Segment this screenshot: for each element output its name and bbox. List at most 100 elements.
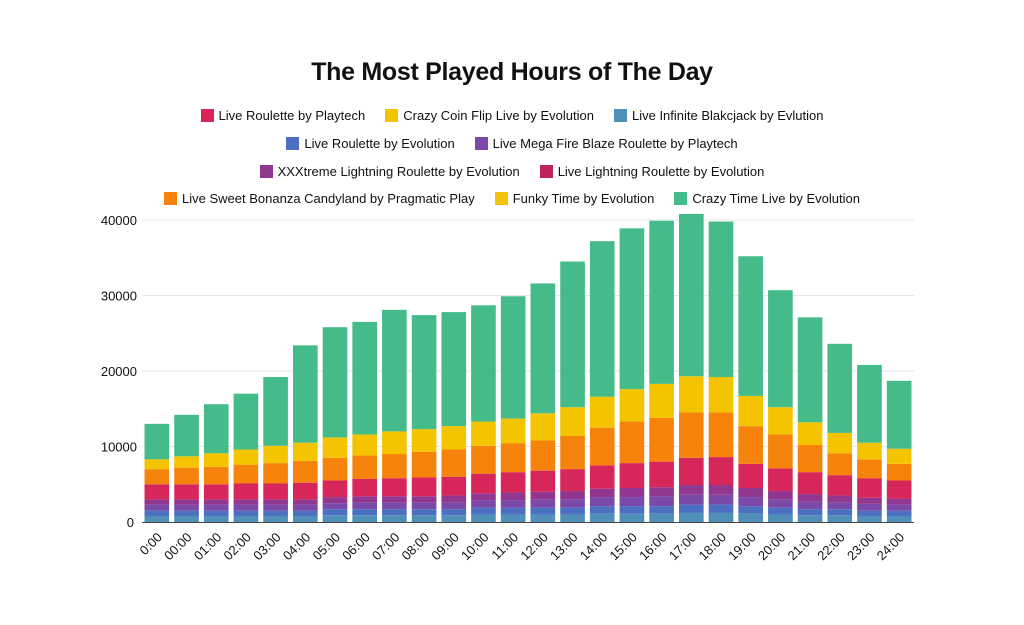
- bar-segment: [203, 466, 229, 485]
- bar-segment: [797, 317, 823, 423]
- x-tick-label: 09:00: [428, 530, 462, 564]
- bar-segment: [649, 461, 674, 488]
- legend-row-3: XXXtreme Lightning Roulette by Evolution…: [0, 164, 1024, 179]
- bar-segment: [144, 469, 170, 485]
- bar-segment: [471, 445, 496, 474]
- bar-segment: [530, 440, 556, 471]
- bar-segment: [292, 510, 318, 516]
- bar-segment: [619, 488, 645, 498]
- bar-segment: [500, 514, 526, 522]
- bar-segment: [530, 514, 556, 522]
- bar-segment: [649, 487, 674, 497]
- legend-label: Live Mega Fire Blaze Roulette by Playtec…: [492, 136, 738, 151]
- legend-label: Crazy Time Live by Evolution: [692, 191, 860, 206]
- bar-segment: [768, 491, 793, 500]
- legend-swatch: [539, 165, 553, 178]
- bar-segment: [203, 510, 229, 516]
- x-tick-label: 06:00: [339, 530, 373, 564]
- bar-segment: [768, 468, 793, 492]
- bar-segment: [441, 312, 467, 427]
- bar-segment: [857, 364, 882, 443]
- bar-segment: [471, 305, 496, 422]
- legend-item: Live Mega Fire Blaze Roulette by Playtec…: [474, 136, 738, 151]
- x-tick-label: 14:00: [577, 530, 611, 564]
- bar-segment: [500, 418, 526, 444]
- bar-segment: [768, 290, 793, 408]
- legend-label: XXXtreme Lightning Roulette by Evolution: [277, 164, 520, 179]
- x-tick-label: 23:00: [844, 530, 878, 564]
- x-tick-label: 03:00: [250, 530, 284, 564]
- bar-segment: [292, 504, 318, 511]
- bar-segment: [352, 509, 378, 516]
- bar-segment: [797, 444, 823, 473]
- bar-segment: [352, 478, 378, 497]
- bar-segment: [708, 377, 734, 413]
- bar-segment: [560, 507, 585, 515]
- bar-segment: [708, 457, 734, 486]
- bar-segment: [233, 449, 259, 465]
- bar-segment: [678, 504, 704, 513]
- y-tick-label: 10000: [101, 440, 137, 455]
- bar-segment: [411, 496, 437, 503]
- bar-segment: [827, 343, 853, 433]
- bar-segment: [263, 483, 288, 500]
- bar-segment: [589, 465, 615, 489]
- bar-segment: [174, 504, 199, 511]
- bar-segment: [411, 477, 437, 497]
- bar-segment: [649, 417, 674, 462]
- bar-segment: [322, 480, 348, 498]
- bar-segment: [886, 504, 912, 511]
- legend-swatch: [200, 109, 214, 122]
- legend-item: Crazy Coin Flip Live by Evolution: [385, 108, 594, 123]
- legend-label: Live Lightning Roulette by Evolution: [557, 164, 765, 179]
- bar-segment: [797, 501, 823, 510]
- bar-segment: [144, 515, 170, 522]
- bar-segment: [827, 495, 853, 503]
- bar-segment: [768, 499, 793, 508]
- bar-segment: [678, 494, 704, 505]
- y-tick-label: 20000: [101, 364, 137, 379]
- bar-segment: [530, 507, 556, 515]
- bar-segment: [233, 464, 259, 484]
- bar-segment: [857, 515, 882, 522]
- x-tick-label: 04:00: [280, 530, 314, 564]
- x-tick-label: 16:00: [636, 530, 670, 564]
- bar-segment: [708, 494, 734, 505]
- bar-segment: [203, 453, 229, 467]
- legend-swatch: [164, 192, 178, 205]
- bar-segment: [857, 442, 882, 460]
- bar-segment: [203, 404, 229, 454]
- legend-item: Live Lightning Roulette by Evolution: [539, 164, 765, 179]
- bar-segment: [857, 497, 882, 504]
- bar-segment: [738, 488, 764, 498]
- bar-segment: [768, 434, 793, 469]
- bar-segment: [441, 426, 467, 450]
- bar-segment: [263, 463, 288, 484]
- bar-segment: [263, 445, 288, 464]
- legend-label: Live Sweet Bonanza Candyland by Pragmati…: [182, 191, 475, 206]
- bar-segment: [619, 389, 645, 422]
- bar-segment: [886, 498, 912, 505]
- bar-segment: [886, 510, 912, 516]
- bar-segment: [292, 460, 318, 483]
- x-tick-label: 11:00: [488, 530, 521, 563]
- bar-segment: [322, 515, 348, 522]
- bar-segment: [233, 515, 259, 522]
- bar-segment: [886, 448, 912, 464]
- bar-segment: [471, 421, 496, 446]
- bar-segment: [530, 470, 556, 492]
- bar-segment: [471, 473, 496, 494]
- bar-segment: [144, 423, 170, 460]
- bar-segment: [589, 497, 615, 507]
- x-tick-label: 10:00: [458, 530, 492, 564]
- bar-segment: [738, 395, 764, 427]
- bar-segment: [530, 491, 556, 500]
- y-tick-label: 0: [127, 515, 134, 530]
- bar-segment: [322, 437, 348, 458]
- bar-segment: [292, 345, 318, 443]
- legend-item: Live Infinite Blakcjack by Evlution: [613, 108, 823, 123]
- bar-segment: [471, 507, 496, 515]
- bar-segment: [649, 513, 674, 522]
- bar-segment: [619, 228, 645, 390]
